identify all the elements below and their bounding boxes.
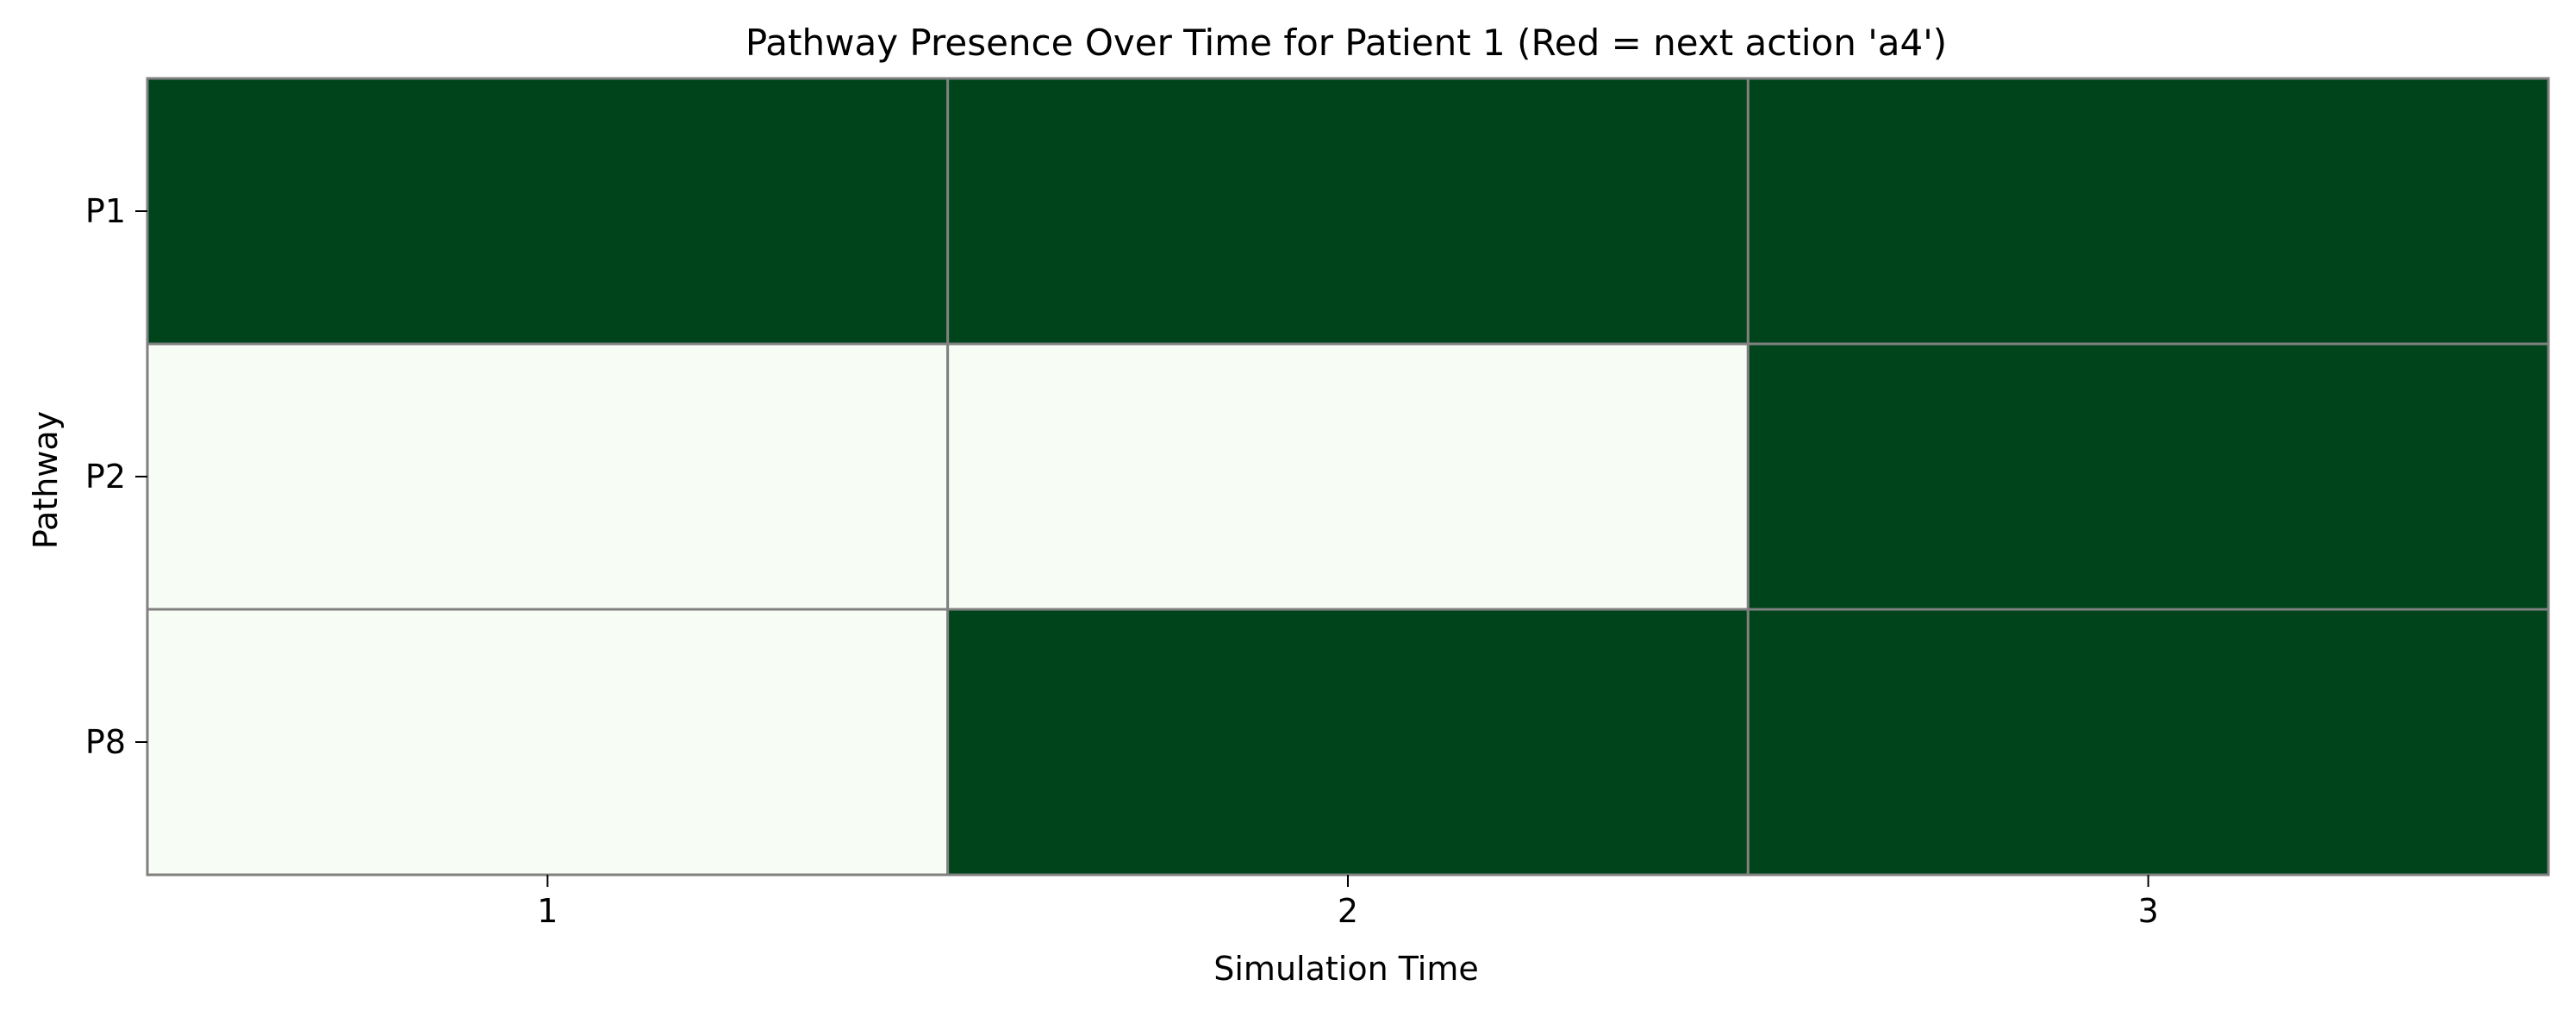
y-tick-label: P8 bbox=[85, 723, 126, 761]
x-tick-label: 1 bbox=[537, 892, 558, 930]
heatmap-cell-p8-t1 bbox=[146, 608, 950, 877]
x-tick-label: 2 bbox=[1338, 892, 1358, 930]
heatmap-cell-p2-t2 bbox=[946, 342, 1750, 611]
chart-title: Pathway Presence Over Time for Patient 1… bbox=[745, 22, 1947, 64]
heatmap-cell-p1-t2 bbox=[946, 77, 1750, 346]
y-tick-label: P2 bbox=[85, 458, 126, 496]
axis-ticks: 1 2 3 P1 P2 P8 bbox=[85, 192, 2159, 930]
heatmap-cells bbox=[146, 77, 2550, 877]
heatmap-cell-p1-t1 bbox=[146, 77, 950, 346]
y-axis-label: Pathway bbox=[27, 411, 65, 549]
y-tick-label: P1 bbox=[85, 192, 126, 230]
heatmap-cell-p8-t3 bbox=[1746, 608, 2550, 877]
heatmap-cell-p2-t3 bbox=[1746, 342, 2550, 611]
x-axis-label: Simulation Time bbox=[1213, 950, 1479, 988]
heatmap-cell-p8-t2 bbox=[946, 608, 1750, 877]
heatmap-cell-p1-t3 bbox=[1746, 77, 2550, 346]
x-tick-label: 3 bbox=[2138, 892, 2159, 930]
heatmap-cell-p2-t1 bbox=[146, 342, 950, 611]
